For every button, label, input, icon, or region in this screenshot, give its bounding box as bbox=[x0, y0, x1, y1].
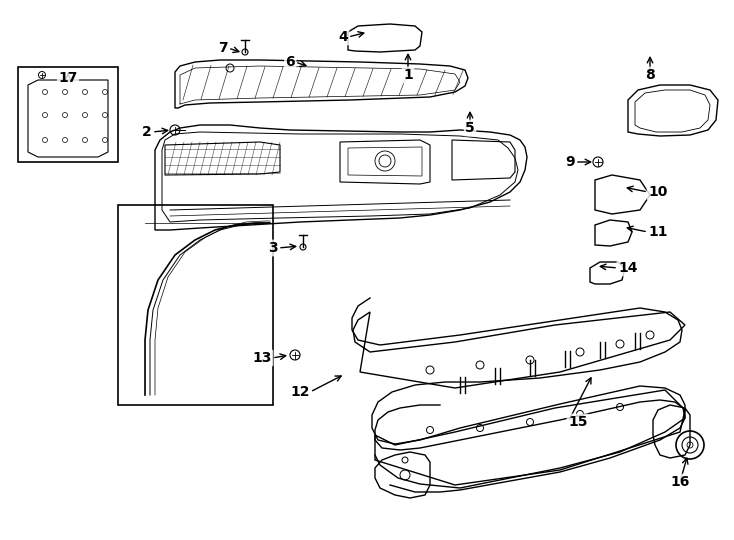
Text: 14: 14 bbox=[618, 261, 638, 275]
Text: 1: 1 bbox=[403, 68, 413, 82]
Text: 3: 3 bbox=[269, 241, 278, 255]
Text: 11: 11 bbox=[648, 225, 667, 239]
Text: 16: 16 bbox=[670, 475, 690, 489]
Text: 2: 2 bbox=[142, 125, 152, 139]
Text: 4: 4 bbox=[338, 30, 348, 44]
Text: 8: 8 bbox=[645, 68, 655, 82]
Bar bbox=[118, 205, 273, 405]
Text: 13: 13 bbox=[252, 351, 272, 365]
Text: 9: 9 bbox=[565, 155, 575, 169]
Text: 12: 12 bbox=[291, 385, 310, 399]
Text: 7: 7 bbox=[219, 41, 228, 55]
Text: 17: 17 bbox=[58, 71, 78, 85]
Text: 5: 5 bbox=[465, 121, 475, 135]
Text: 10: 10 bbox=[648, 185, 667, 199]
Text: 15: 15 bbox=[568, 415, 587, 429]
Text: 6: 6 bbox=[286, 55, 295, 69]
Bar bbox=[18, 67, 118, 162]
